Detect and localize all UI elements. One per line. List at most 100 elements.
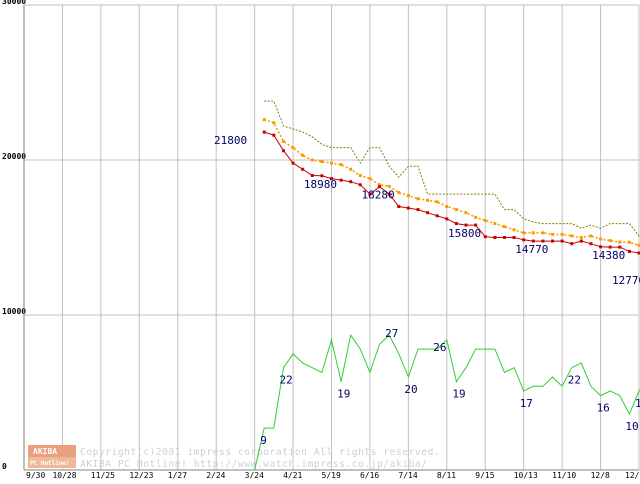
average-point: [522, 231, 525, 234]
minimum-point: [311, 174, 314, 177]
minimum-data-label: 14770: [515, 243, 548, 256]
shops-data-label: 17: [520, 397, 533, 410]
shops-data-label: 20: [404, 383, 417, 396]
x-tick-label: 1/27: [168, 471, 187, 480]
average-point: [301, 154, 304, 157]
minimum-point: [426, 211, 429, 214]
shops-data-label: 17: [635, 397, 640, 410]
watermark: AKIBA PC Hotline! Copyright(c)2001 impre…: [28, 445, 440, 470]
x-tick-label: 11/25: [91, 471, 115, 480]
average-point: [465, 211, 468, 214]
average-point: [541, 231, 544, 234]
minimum-point: [397, 205, 400, 208]
y-tick-label: 20000: [2, 152, 26, 161]
average-point: [349, 168, 352, 171]
average-point: [599, 238, 602, 241]
minimum-point: [513, 236, 516, 239]
shops-data-label: 22: [568, 374, 581, 387]
average-point: [474, 216, 477, 219]
minimum-data-label: 14380: [592, 249, 625, 262]
minimum-point: [522, 238, 525, 241]
minimum-point: [359, 183, 362, 186]
grid: [24, 5, 639, 470]
shops-data-label: 22: [279, 374, 292, 387]
average-point: [397, 191, 400, 194]
average-point: [609, 239, 612, 242]
minimum-point: [407, 207, 410, 210]
logo-bottom-text: PC Hotline!: [30, 460, 70, 467]
average-point: [503, 225, 506, 228]
site-url-text: AKIBA PC Hotline! http://www.watch.impre…: [80, 459, 428, 470]
x-tick-label: 5/19: [322, 471, 341, 480]
average-point: [513, 228, 516, 231]
y-tick-label: 30000: [2, 0, 26, 6]
copyright-text: Copyright(c)2001 impress corporation All…: [80, 447, 440, 458]
average-point: [340, 163, 343, 166]
average-point: [368, 177, 371, 180]
average-point: [618, 241, 621, 244]
average-series-line: [264, 120, 640, 264]
average-point: [561, 233, 564, 236]
x-tick-label: 6/16: [360, 471, 379, 480]
minimum-point: [503, 236, 506, 239]
x-tick-label: 9/30: [26, 471, 45, 480]
minimum-point: [436, 214, 439, 217]
shops-data-label: 19: [337, 388, 350, 401]
shops-data-label: 19: [452, 388, 465, 401]
x-tick-label: 10/13: [514, 471, 538, 480]
x-tick-label: 12/23: [129, 471, 153, 480]
minimum-point: [493, 236, 496, 239]
minimum-point: [580, 240, 583, 243]
average-point: [272, 121, 275, 124]
minimum-point: [263, 131, 266, 134]
average-point: [416, 197, 419, 200]
average-point: [359, 174, 362, 177]
minimum-point: [272, 134, 275, 137]
minimum-point: [340, 179, 343, 182]
average-point: [407, 194, 410, 197]
average-point: [580, 236, 583, 239]
logo-top-text: AKIBA: [33, 447, 57, 456]
minimum-point: [628, 250, 631, 253]
minimum-data-label: 18280: [362, 189, 395, 202]
average-point: [455, 208, 458, 211]
minimum-point: [416, 208, 419, 211]
x-tick-label: 4/21: [283, 471, 302, 480]
average-point: [282, 140, 285, 143]
average-point: [320, 160, 323, 163]
x-tick-label: 8/11: [437, 471, 456, 480]
x-tick-label: 2/24: [206, 471, 225, 480]
minimum-data-label: 12770: [612, 274, 640, 287]
x-tick-label: 11/10: [552, 471, 576, 480]
x-tick-label: 10/28: [52, 471, 76, 480]
minimum-point: [292, 162, 295, 165]
minimum-point: [561, 240, 564, 243]
minimum-data-label: 18980: [304, 178, 337, 191]
average-point: [484, 219, 487, 222]
y-tick-label: 0: [2, 462, 7, 471]
minimum-point: [599, 245, 602, 248]
minimum-point: [484, 235, 487, 238]
minimum-point: [589, 242, 592, 245]
shops-data-label: 16: [597, 402, 610, 415]
average-point: [330, 162, 333, 165]
minimum-series-line: [264, 132, 640, 272]
minimum-point: [349, 180, 352, 183]
shops-data-label: 26: [433, 341, 446, 354]
minimum-point: [282, 149, 285, 152]
average-point: [532, 231, 535, 234]
y-tick-label: 10000: [2, 307, 26, 316]
minimum-data-label: 21800: [214, 134, 247, 147]
average-point: [436, 200, 439, 203]
x-tick-label: 7/14: [398, 471, 417, 480]
average-point: [570, 234, 573, 237]
average-point: [388, 185, 391, 188]
x-tick-label: 3/24: [245, 471, 264, 480]
minimum-point: [445, 217, 448, 220]
average-point: [628, 241, 631, 244]
x-tick-label: 9/15: [475, 471, 494, 480]
minimum-point: [455, 222, 458, 225]
x-tick-label: 12/15: [625, 471, 640, 480]
